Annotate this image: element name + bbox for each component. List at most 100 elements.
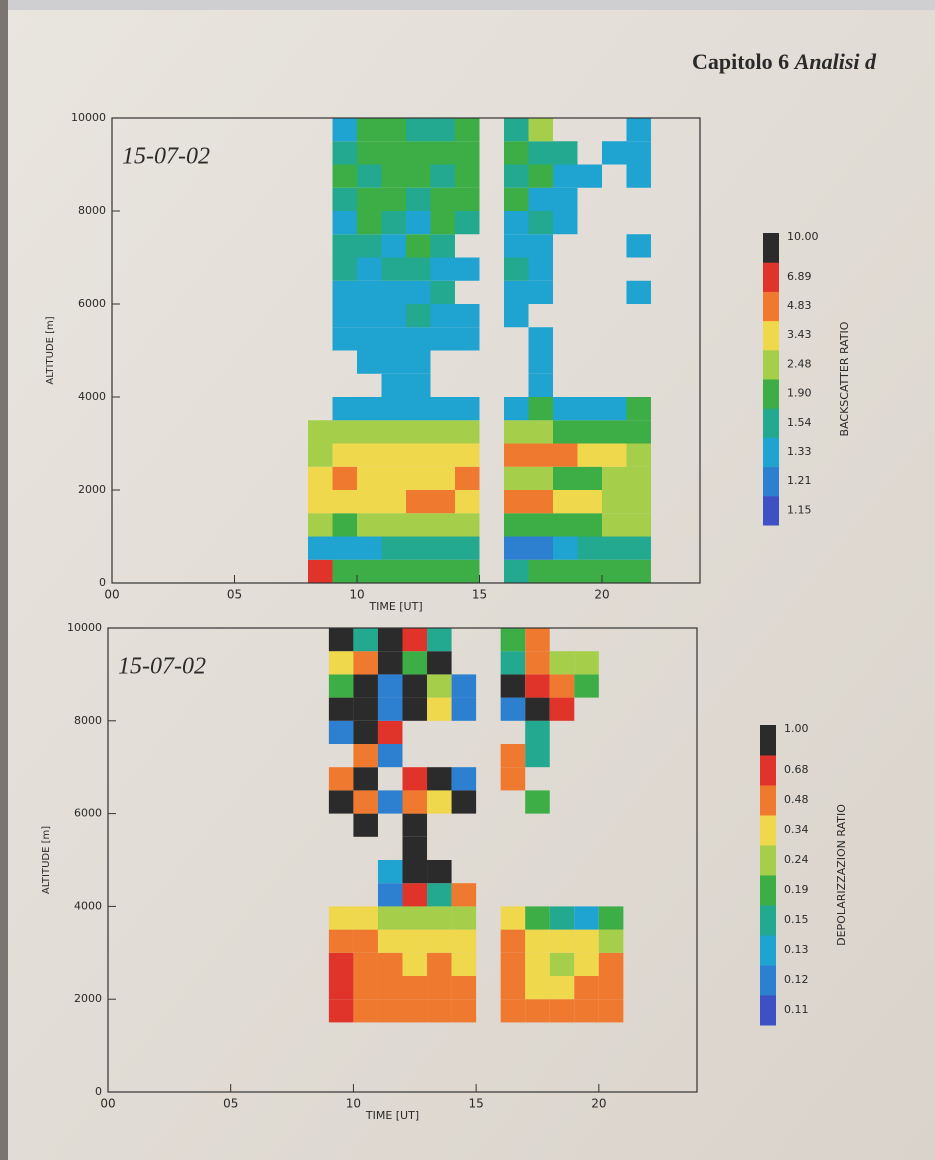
heat-cell xyxy=(500,952,526,976)
heat-cell xyxy=(381,350,406,374)
heat-cell xyxy=(332,211,357,235)
heat-cell xyxy=(328,952,354,976)
heat-cell xyxy=(451,906,477,930)
plot-label: 15-07-02 xyxy=(122,144,210,170)
heat-cell xyxy=(455,420,480,444)
heat-cell xyxy=(357,211,382,235)
heat-cell xyxy=(430,118,455,142)
heat-cell xyxy=(553,211,578,235)
heat-cell xyxy=(430,304,455,328)
heat-cell xyxy=(500,976,526,1000)
heat-cell xyxy=(406,211,431,235)
heat-cell xyxy=(500,999,526,1023)
heat-cell xyxy=(430,257,455,281)
heat-cell xyxy=(504,257,529,281)
heat-cell xyxy=(328,767,354,791)
heat-cell xyxy=(377,929,403,953)
heat-cell xyxy=(402,836,428,860)
heat-cell xyxy=(402,860,428,884)
heat-cell xyxy=(328,697,354,721)
heat-cell xyxy=(381,327,406,351)
heat-cell xyxy=(626,118,651,142)
heat-cell xyxy=(332,443,357,467)
heat-cell xyxy=(455,164,480,188)
heat-cell xyxy=(528,490,553,514)
heat-cell xyxy=(357,141,382,165)
heat-cell xyxy=(602,559,627,583)
heat-cell xyxy=(553,490,578,514)
heat-cell xyxy=(332,118,357,142)
heat-cell xyxy=(402,999,428,1023)
heat-cell xyxy=(455,327,480,351)
x-tick-label: 00 xyxy=(100,1097,115,1111)
heat-cell xyxy=(377,790,403,814)
heat-cell xyxy=(455,304,480,328)
heat-cell xyxy=(504,141,529,165)
colorbar-segment xyxy=(760,935,776,966)
heat-cell xyxy=(427,767,452,791)
heat-cell xyxy=(381,513,406,537)
heat-cell xyxy=(332,420,357,444)
heat-cell xyxy=(377,720,403,744)
heat-cell xyxy=(553,536,578,560)
colorbar-label: 6.89 xyxy=(787,270,812,283)
heat-cell xyxy=(525,697,550,721)
heat-cell xyxy=(500,767,526,791)
heat-cell xyxy=(377,651,403,675)
heat-cell xyxy=(525,744,550,768)
heat-cell xyxy=(406,327,431,351)
heat-cell xyxy=(406,257,431,281)
heat-cell xyxy=(406,234,431,258)
heat-cell xyxy=(353,744,378,768)
heat-cell xyxy=(377,999,403,1023)
heat-cell xyxy=(574,952,599,976)
heat-cell xyxy=(357,513,382,537)
heat-cell xyxy=(525,999,550,1023)
heat-cell xyxy=(402,929,428,953)
heat-cell xyxy=(427,976,452,1000)
heat-cell xyxy=(377,628,403,652)
colorbar-segment xyxy=(763,466,779,497)
x-tick-label: 15 xyxy=(468,1097,483,1111)
heat-cell xyxy=(377,883,403,907)
heat-cell xyxy=(577,164,602,188)
x-tick-label: 20 xyxy=(594,588,609,602)
heat-cell xyxy=(377,976,403,1000)
heat-cell xyxy=(500,744,526,768)
heat-cell xyxy=(525,952,550,976)
colorbar-segment xyxy=(763,262,779,292)
heat-cell xyxy=(626,280,651,304)
heat-cell xyxy=(353,697,378,721)
heat-cell xyxy=(406,420,431,444)
y-tick-label: 8000 xyxy=(74,714,102,727)
heat-cell xyxy=(430,187,455,211)
heat-cell xyxy=(528,257,553,281)
heat-cell xyxy=(357,304,382,328)
heat-cell xyxy=(500,697,526,721)
colorbar-segment xyxy=(760,845,776,876)
heat-cell xyxy=(357,280,382,304)
colorbar-label: 0.12 xyxy=(784,973,809,986)
heat-cell xyxy=(528,443,553,467)
heat-cell xyxy=(451,883,477,907)
heat-cell xyxy=(377,906,403,930)
heat-cell xyxy=(451,976,477,1000)
heat-cell xyxy=(500,628,526,652)
heat-cell xyxy=(549,976,575,1000)
heat-cell xyxy=(381,466,406,490)
heat-cell xyxy=(406,513,431,537)
heat-cell xyxy=(598,952,624,976)
y-tick-label: 10000 xyxy=(71,111,106,124)
heat-cell xyxy=(528,327,553,351)
heat-cell xyxy=(504,304,529,328)
heat-cell xyxy=(602,513,627,537)
heat-cell xyxy=(525,651,550,675)
heat-cell xyxy=(381,187,406,211)
colorbar-segment xyxy=(760,815,776,846)
heat-cell xyxy=(328,999,354,1023)
y-axis-label: ALTITUDE [m] xyxy=(41,826,52,894)
heat-cell xyxy=(381,559,406,583)
heat-cell xyxy=(381,118,406,142)
heat-cell xyxy=(357,234,382,258)
